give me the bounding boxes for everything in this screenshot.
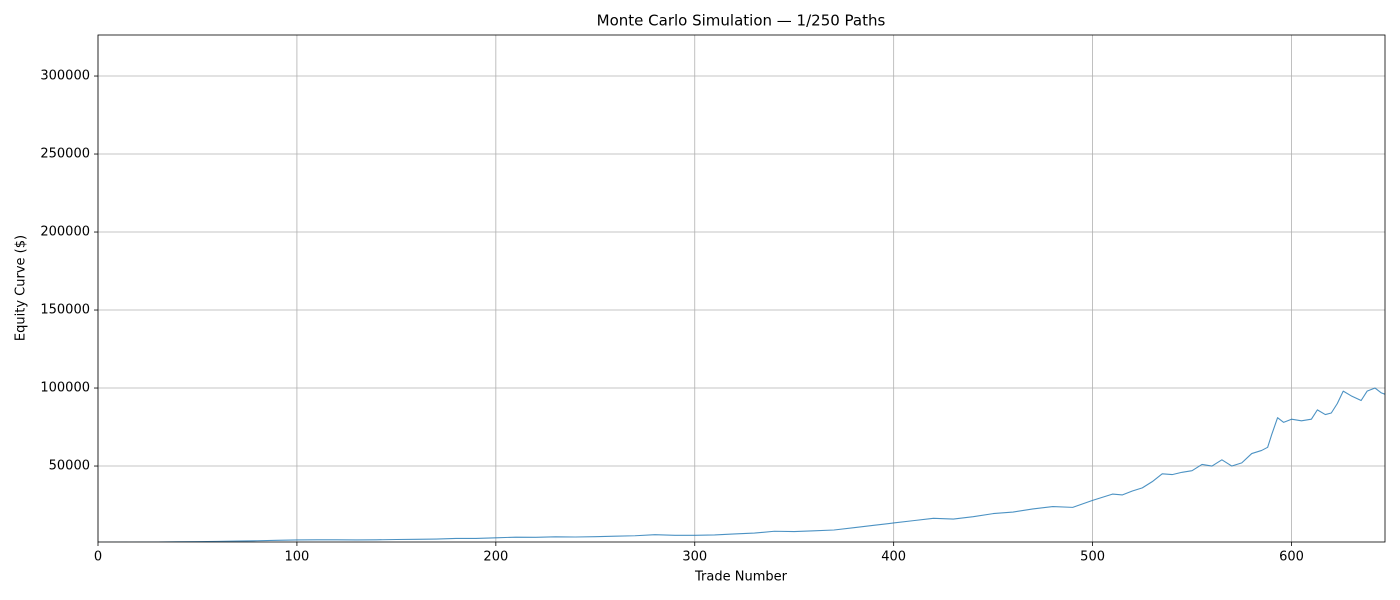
ticks: 0 100 200 300 400 500 600 50000 100000 150000 2000… <box>40 69 1304 565</box>
axes-frame <box>97 34 1386 543</box>
grid <box>97 35 1385 542</box>
x-tick-label: 0 <box>94 550 102 565</box>
chart-title: Monte Carlo Simulation — 1/250 Paths <box>597 12 886 30</box>
x-axis-label: Trade Number <box>694 570 788 585</box>
x-tick-label: 500 <box>1080 550 1105 565</box>
x-tick-label: 200 <box>483 550 508 565</box>
series <box>98 387 1385 542</box>
y-tick-label: 300000 <box>40 69 90 84</box>
x-tick-label: 400 <box>881 550 906 565</box>
x-tick-label: 600 <box>1279 550 1304 565</box>
y-axis-label: Equity Curve ($) <box>14 235 29 341</box>
y-tick-label: 50000 <box>49 459 90 474</box>
y-tick-label: 250000 <box>40 147 90 162</box>
y-tick-label: 150000 <box>40 303 90 318</box>
x-tick-label: 300 <box>682 550 707 565</box>
plot-area <box>98 35 1385 542</box>
y-tick-label: 100000 <box>40 381 90 396</box>
y-tick-label: 200000 <box>40 225 90 240</box>
series-line <box>98 387 1385 542</box>
x-tick-label: 100 <box>285 550 310 565</box>
